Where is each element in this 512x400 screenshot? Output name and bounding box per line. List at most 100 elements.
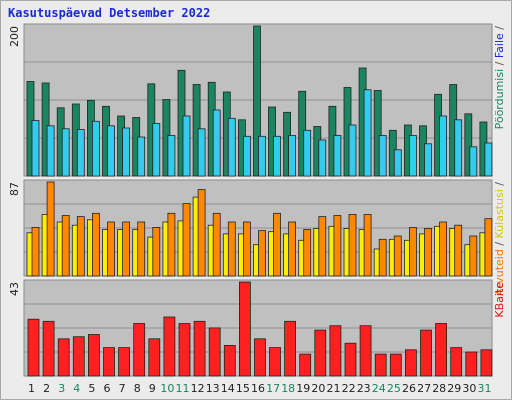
x-tick-label: 2 [43, 382, 50, 395]
panel-3: 43 KBaite [8, 279, 506, 377]
legend-part: / [493, 58, 506, 69]
right-legend: KBaite [493, 282, 506, 318]
bar [424, 143, 432, 177]
x-tick-label: 9 [149, 382, 156, 395]
bar [57, 338, 70, 377]
legend-part: Pöördumisi [493, 69, 506, 130]
x-tick-label: 19 [296, 382, 310, 395]
bar [288, 135, 297, 177]
bar [314, 329, 327, 377]
bar [435, 323, 448, 377]
right-legend: Arvuteid / Külastusi / [493, 182, 506, 296]
bar [333, 135, 342, 177]
panel-2: 87 Arvuteid / Külastusi / [8, 179, 506, 296]
x-tick-label: 18 [281, 382, 295, 395]
bar [253, 25, 261, 177]
x-tick-label: 7 [119, 382, 126, 395]
bar [46, 125, 55, 177]
bar [439, 221, 448, 277]
x-tick-label: 12 [191, 382, 205, 395]
x-tick-label: 10 [160, 382, 174, 395]
legend-part: / [493, 26, 506, 33]
bar [465, 351, 478, 377]
bar [480, 349, 493, 377]
x-tick-label: 23 [357, 382, 371, 395]
bar [254, 338, 266, 377]
bar [469, 146, 478, 177]
bar [167, 212, 176, 277]
bar [273, 135, 281, 177]
bar [454, 119, 463, 177]
bar [103, 347, 115, 377]
bar [303, 229, 312, 277]
bar [348, 213, 357, 277]
bar [182, 115, 191, 177]
bar [378, 135, 387, 177]
bar [273, 212, 281, 277]
bar [404, 349, 417, 377]
bar [348, 124, 357, 177]
bar [373, 90, 382, 177]
bar [408, 226, 417, 277]
bar [329, 325, 342, 377]
bar [420, 329, 432, 377]
x-tick-label: 21 [327, 382, 341, 395]
bar [439, 115, 448, 177]
bar [288, 221, 297, 277]
bar [344, 342, 357, 377]
bar [238, 281, 251, 377]
x-tick-label: 22 [342, 382, 356, 395]
bar [212, 109, 221, 177]
bar [318, 139, 327, 177]
x-tick-label: 24 [372, 382, 386, 395]
legend-part: Arvuteid [493, 249, 506, 296]
x-tick-label: 3 [58, 382, 65, 395]
bar [88, 334, 100, 377]
legend-part: / [493, 238, 506, 249]
bar [42, 320, 55, 377]
bar [152, 123, 161, 177]
bar [118, 347, 130, 377]
bar [454, 224, 463, 277]
x-tick-label: 14 [221, 382, 235, 395]
bar [242, 221, 251, 277]
y-max-tick-label: 200 [8, 26, 21, 47]
bar [484, 142, 493, 177]
bar [212, 212, 221, 277]
bar [76, 216, 85, 277]
bar [223, 344, 236, 377]
bar [333, 215, 342, 277]
bar [107, 125, 115, 177]
bar [299, 353, 312, 377]
x-tick-label: 26 [402, 382, 416, 395]
x-tick-label: 28 [432, 382, 446, 395]
x-tick-label: 4 [73, 382, 80, 395]
bar [137, 136, 146, 177]
x-tick-label: 25 [387, 382, 401, 395]
bar [31, 120, 40, 177]
bar [152, 226, 161, 277]
right-legend: Pöördumisi / Faile / [493, 26, 506, 130]
x-tick-label: 1 [28, 382, 35, 395]
bar [208, 327, 221, 377]
bar [393, 235, 402, 277]
x-tick-label: 20 [311, 382, 325, 395]
x-tick-label: 8 [134, 382, 141, 395]
bar [137, 221, 146, 277]
bar [389, 353, 402, 377]
bar [61, 215, 70, 277]
bar [76, 129, 85, 177]
bar [374, 353, 387, 377]
bar [359, 325, 372, 377]
bar [269, 347, 281, 377]
bar [122, 127, 130, 177]
bar [303, 129, 312, 177]
bar [318, 216, 327, 277]
bar [363, 213, 372, 277]
bar [424, 228, 432, 277]
bar [464, 113, 473, 177]
bar [197, 128, 206, 177]
bar [107, 221, 115, 277]
bar [227, 221, 236, 277]
x-tick-label: 30 [462, 382, 476, 395]
